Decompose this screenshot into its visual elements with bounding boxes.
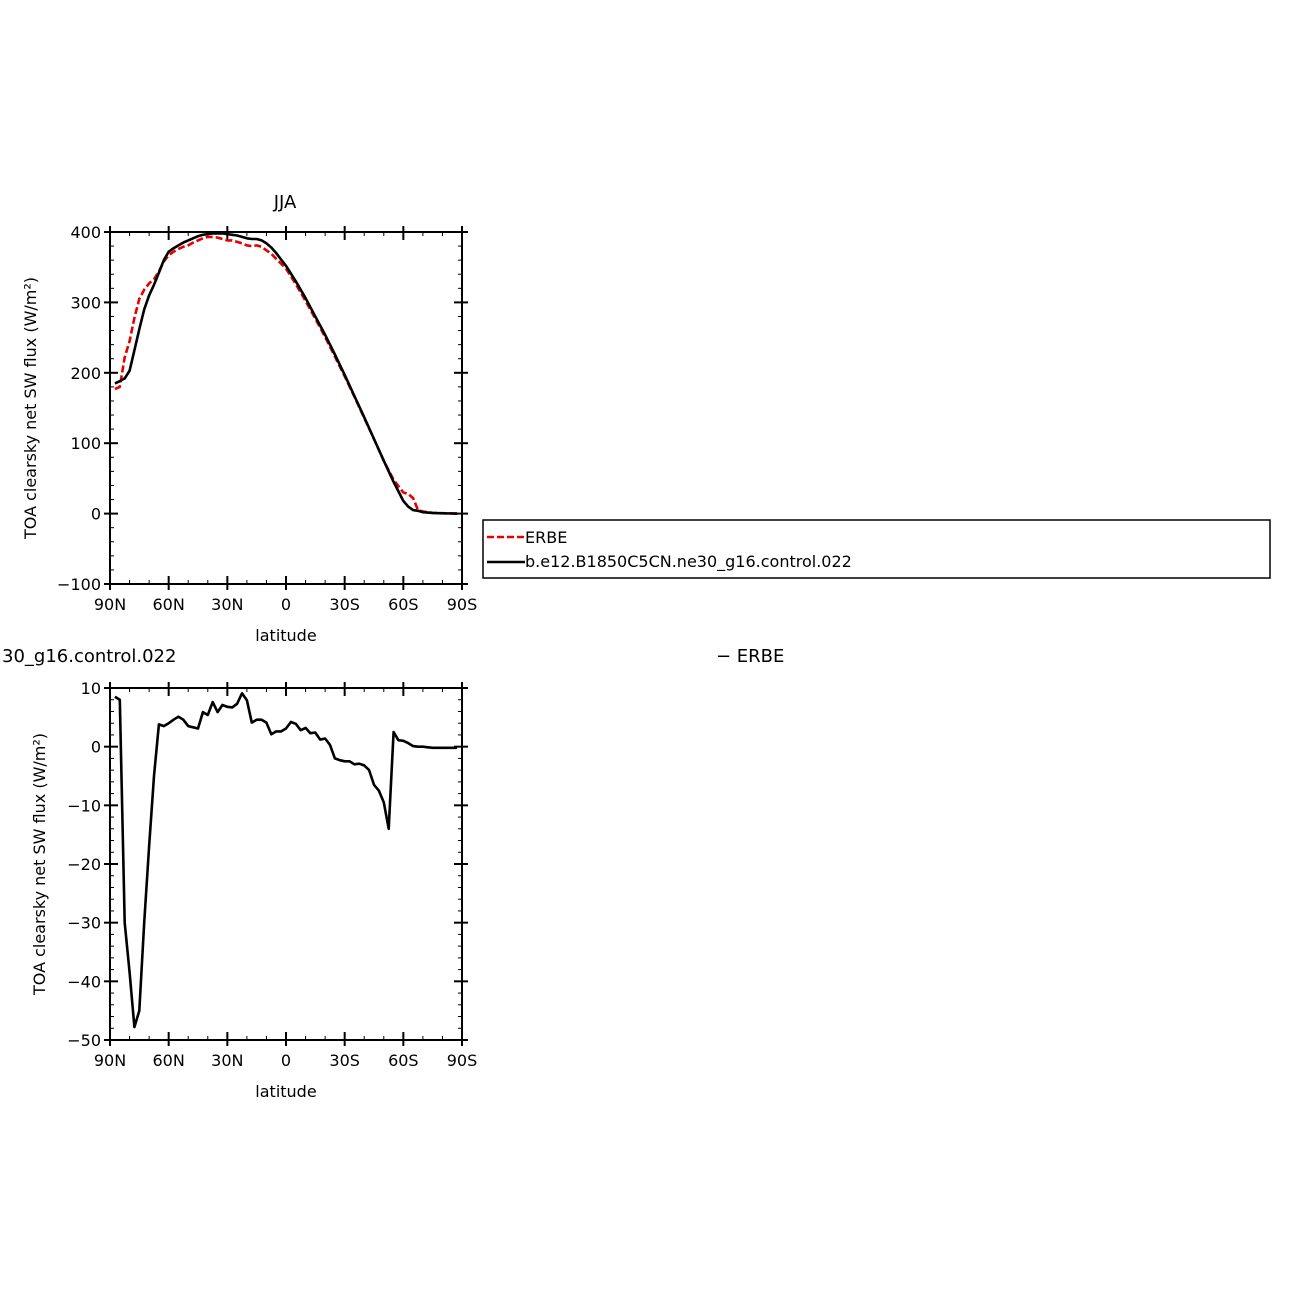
top-x-tick-label: 30N — [211, 595, 243, 614]
bottom-chart-title-left: 30_g16.control.022 — [2, 646, 176, 667]
bottom-y-tick-label: −50 — [67, 1031, 101, 1050]
legend-label-erbe: ERBE — [525, 528, 567, 547]
top-series-line-erbe — [114, 235, 458, 515]
top-chart-title: JJA — [273, 192, 297, 213]
bottom-chart-title-right: − ERBE — [716, 646, 784, 667]
bottom-x-tick-label: 30N — [211, 1051, 243, 1070]
top-y-axis-title: TOA clearsky net SW flux (W/m²) — [21, 277, 40, 540]
bottom-y-tick-label: −30 — [67, 914, 101, 933]
bottom-x-tick-label: 60S — [388, 1051, 419, 1070]
top-y-axis: −100 0 100 200 300 400 — [57, 223, 468, 594]
bottom-x-axis: 90N 60N 30N 0 30S 60S 90S — [94, 682, 477, 1070]
bottom-y-tick-label: 0 — [91, 738, 101, 757]
bottom-panel: 30_g16.control.022 − ERBE −50 −40 −30 −20 −1… — [2, 646, 784, 1101]
bottom-x-tick-label: 90S — [447, 1051, 478, 1070]
top-x-axis-title: latitude — [255, 626, 316, 645]
bottom-x-axis-title: latitude — [255, 1082, 316, 1101]
bottom-y-tick-label: −10 — [67, 796, 101, 815]
top-y-tick-label: −100 — [57, 575, 101, 594]
top-x-tick-label: 90N — [94, 595, 126, 614]
bottom-x-tick-label: 0 — [281, 1051, 291, 1070]
bottom-y-tick-label: 10 — [81, 679, 101, 698]
legend-label-model: b.e12.B1850C5CN.ne30_g16.control.022 — [525, 552, 852, 572]
bottom-y-tick-label: −20 — [67, 855, 101, 874]
bottom-series-group — [114, 691, 458, 1029]
bottom-y-axis: −50 −40 −30 −20 −10 0 10 — [67, 679, 468, 1050]
bottom-y-axis-title: TOA clearsky net SW flux (W/m²) — [30, 733, 49, 996]
top-x-tick-label: 60S — [388, 595, 419, 614]
top-x-tick-label: 30S — [329, 595, 360, 614]
top-y-tick-label: 0 — [91, 505, 101, 524]
top-y-tick-label: 100 — [70, 434, 101, 453]
legend: ERBE b.e12.B1850C5CN.ne30_g16.control.02… — [482, 519, 1271, 579]
top-x-tick-label: 0 — [281, 595, 291, 614]
legend-box — [482, 519, 1271, 579]
top-series-group — [114, 232, 458, 515]
bottom-x-tick-label: 30S — [329, 1051, 360, 1070]
top-x-axis: 90N 60N 30N 0 30S 60S 90S — [94, 226, 477, 614]
top-y-tick-label: 400 — [70, 223, 101, 242]
top-plot-frame — [109, 231, 463, 585]
bottom-y-tick-label: −40 — [67, 972, 101, 991]
top-x-tick-label: 60N — [153, 595, 185, 614]
top-series-line-model — [114, 232, 458, 515]
bottom-x-tick-label: 90N — [94, 1051, 126, 1070]
bottom-series-line-model — [114, 691, 458, 1029]
top-y-tick-label: 300 — [70, 293, 101, 312]
bottom-x-tick-label: 60N — [153, 1051, 185, 1070]
top-y-tick-label: 200 — [70, 364, 101, 383]
bottom-plot-frame — [109, 687, 463, 1041]
top-x-tick-label: 90S — [447, 595, 478, 614]
